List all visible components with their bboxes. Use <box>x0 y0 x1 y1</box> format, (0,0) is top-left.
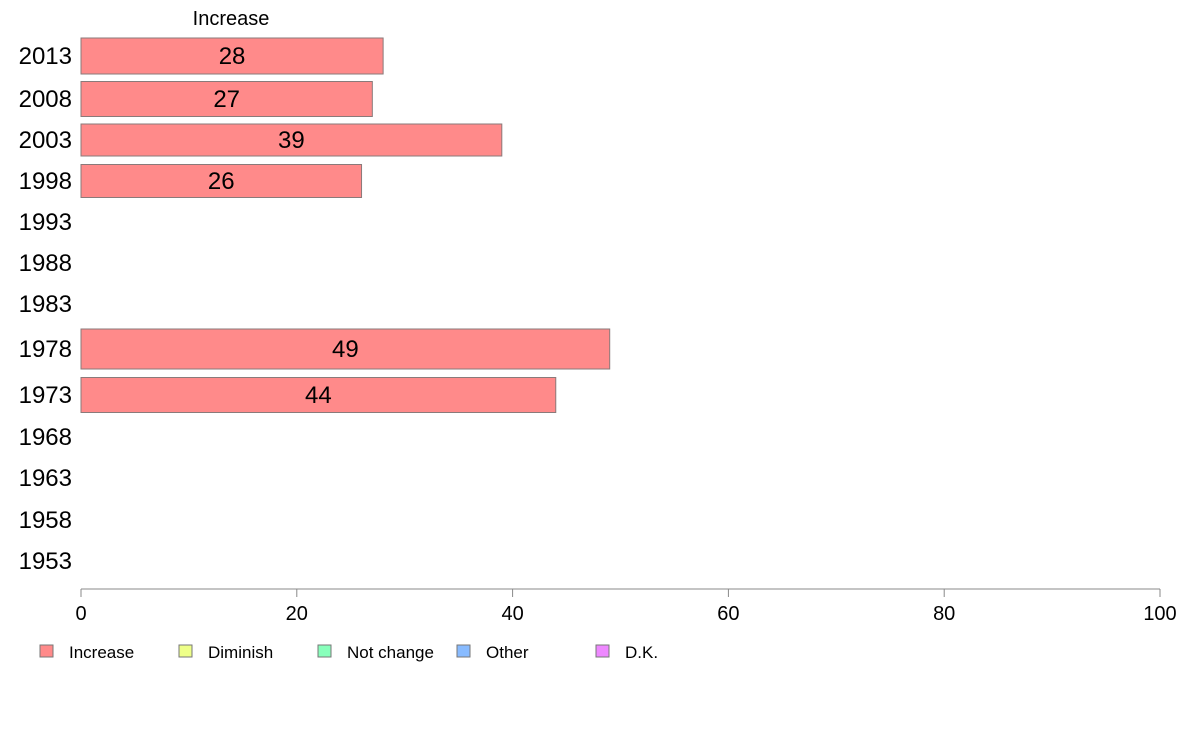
legend-swatch <box>178 644 193 658</box>
legend-item: Other <box>456 643 529 662</box>
bar <box>80 377 557 413</box>
data-label: 28 <box>219 43 246 70</box>
legend-swatch <box>39 644 54 658</box>
category-label: 1958 <box>19 507 72 534</box>
x-axis: 0 20 40 60 80 100 <box>75 588 1177 625</box>
x-tick-label: 60 <box>717 603 739 625</box>
category-label: 1953 <box>19 548 72 575</box>
x-tick-label: 100 <box>1143 603 1176 625</box>
category-label: 1993 <box>19 209 72 236</box>
legend-swatch <box>317 644 332 658</box>
x-tick-label: 20 <box>286 603 308 625</box>
x-tick-label: 0 <box>75 603 86 625</box>
bar <box>80 164 363 198</box>
bar <box>80 37 384 75</box>
category-label: 1978 <box>19 336 72 363</box>
x-tick-label: 80 <box>933 603 955 625</box>
legend-label: Diminish <box>208 643 273 662</box>
bar <box>80 328 611 370</box>
bar <box>80 81 373 117</box>
category-label: 1973 <box>19 382 72 409</box>
legend-label: Other <box>486 643 529 662</box>
legend: Increase Diminish Not change Other D.K. <box>39 643 658 662</box>
category-label: 1968 <box>19 424 72 451</box>
category-label: 1988 <box>19 250 72 277</box>
legend-item: Increase <box>39 643 134 662</box>
category-label: 1963 <box>19 465 72 492</box>
legend-item: D.K. <box>595 643 658 662</box>
category-label: 2003 <box>19 127 72 154</box>
category-label: 1983 <box>19 291 72 318</box>
legend-swatch <box>456 644 471 658</box>
legend-swatch <box>595 644 610 658</box>
data-label: 27 <box>213 86 240 113</box>
legend-label: Increase <box>69 643 134 662</box>
category-labels: 2013 2008 2003 1998 1993 1988 1983 1978 1973 1968… <box>19 43 72 575</box>
legend-item: Diminish <box>178 643 273 662</box>
category-label: 1998 <box>19 168 72 195</box>
legend-label: Not change <box>347 643 434 662</box>
panel-title: Increase <box>193 8 270 30</box>
category-label: 2008 <box>19 86 72 113</box>
data-label: 44 <box>305 382 332 409</box>
x-tick-label: 40 <box>501 603 523 625</box>
data-label: 39 <box>278 127 305 154</box>
data-label: 26 <box>208 168 235 195</box>
category-label: 2013 <box>19 43 72 70</box>
legend-label: D.K. <box>625 643 658 662</box>
bar <box>80 123 503 157</box>
data-label: 49 <box>332 336 359 363</box>
legend-item: Not change <box>317 643 434 662</box>
bars <box>80 37 611 413</box>
